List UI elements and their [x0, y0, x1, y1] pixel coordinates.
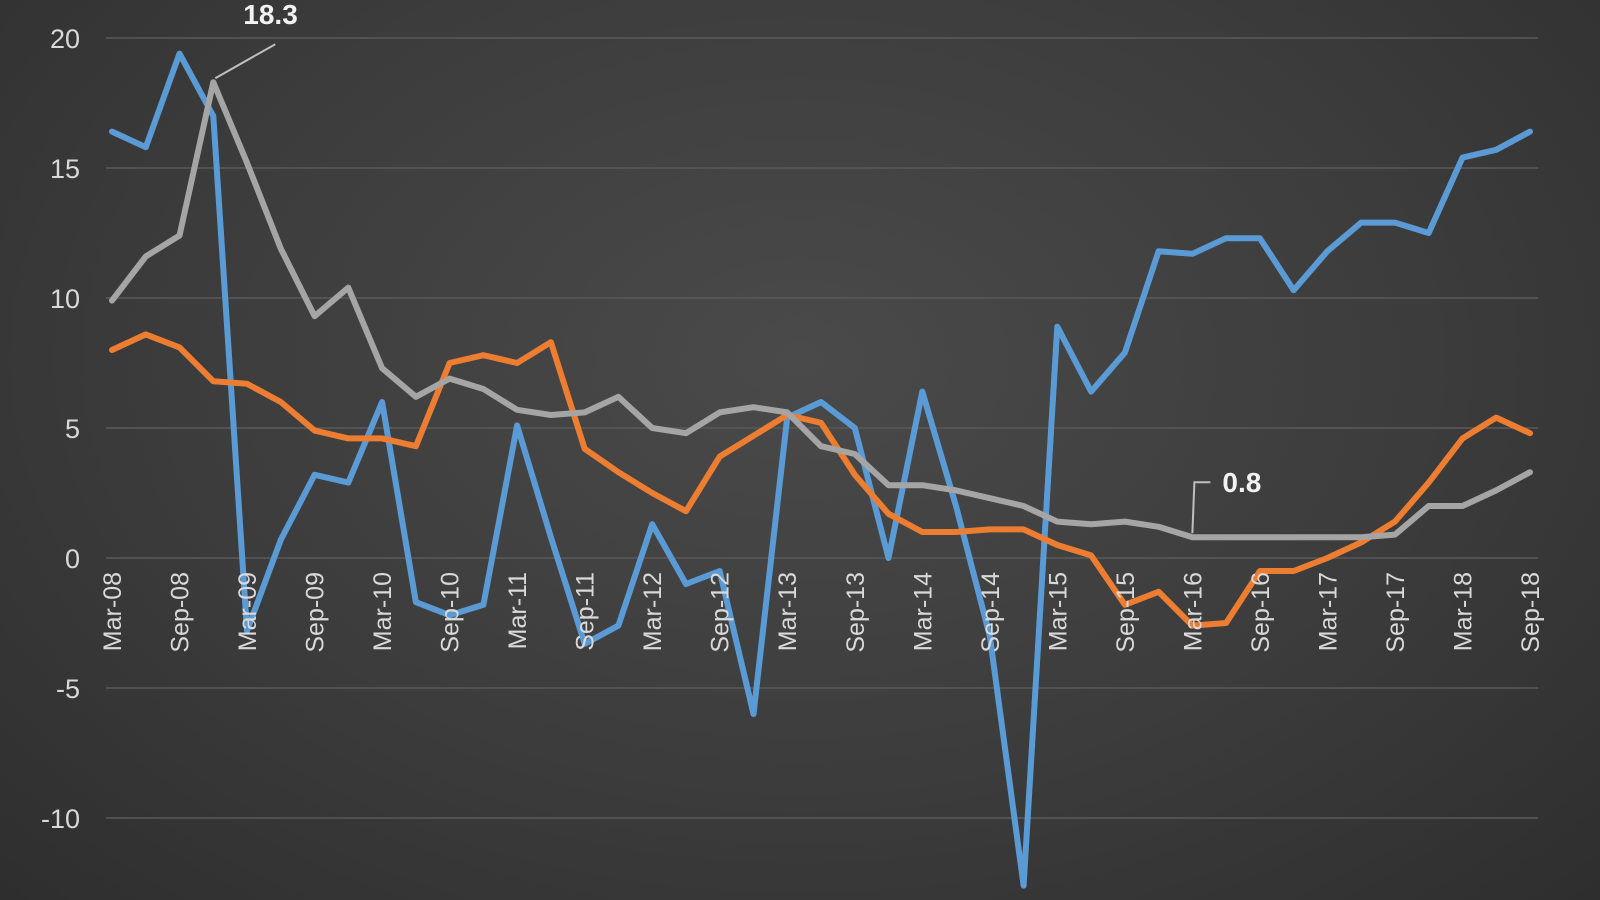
x-tick-label: Mar-12: [639, 572, 667, 651]
series-lines: [109, 50, 1533, 889]
y-tick-label: 10: [50, 284, 80, 314]
x-tick-label: Mar-09: [234, 572, 262, 651]
y-tick-label: 20: [50, 24, 80, 54]
x-tick-label: Sep-09: [302, 572, 330, 653]
x-tick-label: Sep-14: [977, 572, 1005, 653]
x-tick-label: Mar-18: [1449, 572, 1477, 651]
y-axis-tick-labels: 20 15 10 5 0 -5 -10: [41, 24, 80, 834]
y-tick-label: 15: [50, 154, 80, 184]
x-tick-label: Sep-18: [1517, 572, 1545, 653]
data-label: 18.3: [243, 0, 297, 30]
x-tick-label: Mar-08: [99, 572, 127, 651]
data-label: 0.8: [1222, 467, 1261, 498]
series-line-2: [109, 331, 1533, 629]
x-axis-tick-labels: Mar-08 Sep-08 Mar-09 Sep-09 Mar-10 Sep-10 Mar-…: [99, 572, 1545, 653]
x-tick-label: Sep-08: [167, 572, 195, 653]
data-label-annotations: 18.3 0.8: [214, 0, 1261, 534]
x-tick-label: Mar-14: [909, 572, 937, 651]
x-tick-label: Mar-15: [1044, 572, 1072, 651]
x-tick-label: Mar-16: [1179, 572, 1207, 651]
annotation-leader-line: [214, 43, 276, 80]
y-tick-label: -5: [56, 674, 80, 704]
series-line-3: [109, 79, 1533, 541]
gridlines: [106, 37, 1538, 819]
x-tick-label: Sep-11: [572, 572, 600, 651]
x-tick-label: Sep-13: [842, 572, 870, 653]
annotation-leader-line: [1191, 481, 1211, 534]
x-tick-label: Sep-10: [437, 572, 465, 653]
x-tick-label: Sep-12: [707, 572, 735, 653]
x-tick-label: Sep-15: [1112, 572, 1140, 653]
y-tick-label: 5: [65, 414, 80, 444]
x-tick-label: Sep-17: [1382, 572, 1410, 653]
x-tick-label: Sep-16: [1247, 572, 1275, 653]
x-tick-label: Mar-11: [504, 572, 532, 649]
y-tick-label: -10: [41, 804, 80, 834]
x-tick-label: Mar-13: [774, 572, 802, 651]
series-line-1: [109, 50, 1533, 889]
x-tick-label: Mar-10: [369, 572, 397, 651]
x-tick-label: Mar-17: [1314, 572, 1342, 651]
y-tick-label: 0: [65, 544, 80, 574]
